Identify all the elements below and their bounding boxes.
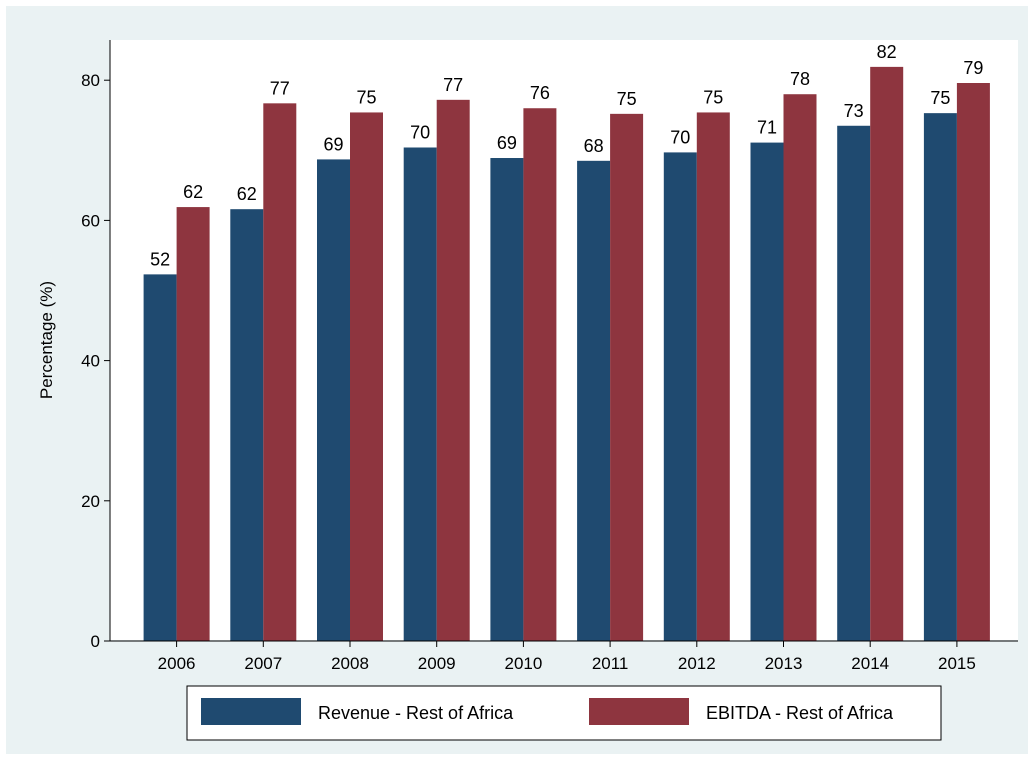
x-tick-label: 2015 (938, 654, 976, 673)
x-tick-label: 2006 (158, 654, 196, 673)
y-tick-label: 40 (81, 352, 100, 371)
y-ticks-layer: 0 20 40 60 80 (81, 71, 110, 651)
data-label: 75 (617, 89, 637, 109)
data-label: 71 (757, 118, 777, 138)
legend-swatch-ebitda (589, 698, 689, 725)
y-tick-label: 80 (81, 71, 100, 90)
data-label: 69 (497, 133, 517, 153)
bar-ebitda (263, 103, 297, 641)
legend-label-revenue: Revenue - Rest of Africa (318, 703, 514, 723)
x-tick-label: 2011 (592, 654, 629, 673)
data-label: 70 (410, 122, 430, 142)
bar-revenue (230, 209, 264, 641)
bar-revenue (577, 160, 611, 641)
bars-layer (143, 66, 990, 642)
data-label: 52 (150, 249, 170, 269)
bar-ebitda (870, 66, 904, 642)
data-label: 73 (844, 101, 864, 121)
data-label: 77 (270, 78, 290, 98)
bar-ebitda (783, 94, 817, 642)
bar-revenue (663, 152, 697, 641)
data-label: 76 (530, 83, 550, 103)
legend-box (186, 685, 942, 741)
bar-ebitda (523, 108, 557, 642)
data-label: 62 (183, 182, 203, 202)
legend: Revenue - Rest of Africa EBITDA - Rest o… (186, 685, 942, 741)
bar-revenue (403, 147, 437, 641)
data-label: 77 (443, 75, 463, 95)
x-tick-label: 2012 (678, 654, 716, 673)
bar-revenue (143, 274, 177, 641)
bar-ebitda (956, 83, 990, 641)
data-label: 78 (790, 69, 810, 89)
x-tick-label: 2010 (504, 654, 542, 673)
data-label: 62 (237, 184, 257, 204)
x-tick-label: 2009 (418, 654, 456, 673)
data-label: 82 (877, 42, 897, 62)
data-label: 68 (584, 136, 604, 156)
data-label: 69 (323, 134, 343, 154)
data-label: 70 (670, 127, 690, 147)
x-ticks-layer: 2006 2007 2008 2009 2010 2011 2012 2013 2014 2015 (158, 641, 976, 673)
data-label: 75 (703, 87, 723, 107)
x-tick-label: 2008 (331, 654, 369, 673)
data-labels-layer: 52 62 62 77 69 75 70 77 69 76 68 75 70 75 71 78 73 82 75 79 (150, 42, 983, 269)
y-axis-label: Percentage (%) (37, 281, 56, 399)
bar-revenue (317, 159, 350, 641)
legend-swatch-revenue (201, 698, 301, 725)
x-tick-label: 2013 (765, 654, 803, 673)
x-tick-label: 2007 (244, 654, 282, 673)
data-label: 79 (963, 58, 983, 78)
legend-label-ebitda: EBITDA - Rest of Africa (706, 703, 894, 723)
bar-ebitda (436, 99, 470, 641)
bar-ebitda (696, 112, 730, 642)
bar-revenue (490, 158, 524, 642)
bar-revenue (923, 113, 957, 642)
y-tick-label: 20 (81, 492, 100, 511)
x-tick-label: 2014 (851, 654, 889, 673)
y-tick-label: 0 (91, 632, 100, 651)
data-label: 75 (356, 87, 376, 107)
bar-ebitda (610, 113, 644, 641)
data-label: 75 (930, 88, 950, 108)
bar-revenue (837, 125, 871, 641)
bar-ebitda (350, 112, 383, 642)
y-tick-label: 60 (81, 211, 100, 230)
bar-revenue (750, 142, 784, 642)
bar-ebitda (176, 207, 210, 641)
